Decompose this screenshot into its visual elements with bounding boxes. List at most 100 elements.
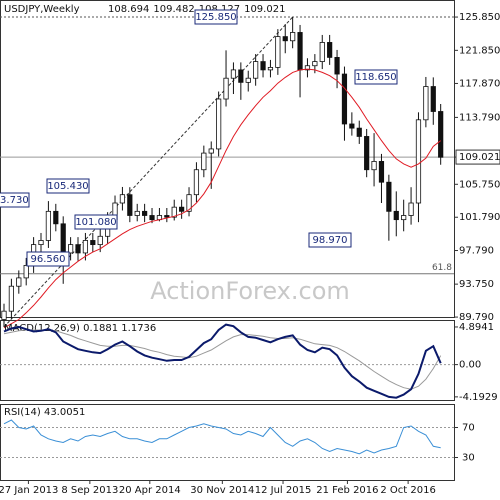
- candle-body: [334, 57, 340, 75]
- candle-body: [290, 32, 296, 42]
- annotation: 98.970: [313, 235, 348, 246]
- candle-body: [415, 119, 422, 204]
- candle-body: [275, 36, 281, 68]
- candle-body: [45, 210, 52, 241]
- candle-body: [164, 215, 170, 218]
- candle-body: [430, 86, 436, 112]
- candle-body: [282, 36, 288, 42]
- annotation-box: [354, 69, 398, 85]
- annotation: 118.650: [355, 72, 396, 83]
- candle-body: [230, 69, 237, 79]
- candle-body: [238, 69, 244, 83]
- candle-body: [119, 194, 126, 204]
- chart-title: USDJPY,Weekly: [4, 4, 80, 15]
- y-tick-label: 121.850: [459, 45, 500, 56]
- annotation-box: [46, 178, 90, 194]
- annotation-box: [194, 9, 238, 25]
- x-tick-label: 27 Jan 2013: [0, 485, 58, 496]
- annotation-box: [308, 232, 352, 248]
- price-box: [455, 149, 500, 165]
- candle-body: [245, 77, 251, 83]
- y-tick-label: 117.870: [459, 78, 500, 89]
- x-tick-label: 8 Sep 2013: [61, 485, 118, 496]
- candle-body: [127, 194, 133, 216]
- macd-line: [3, 323, 442, 399]
- y-tick-label: 89.790: [459, 312, 494, 323]
- y-tick-label: 4.8941: [459, 322, 494, 333]
- candle-body: [364, 136, 370, 171]
- candle-body: [356, 127, 362, 137]
- candle-body: [75, 244, 81, 254]
- y-tick-label: 101.790: [459, 212, 500, 223]
- candle-body: [53, 210, 59, 225]
- candle-body: [408, 202, 414, 216]
- candle-body: [327, 42, 333, 58]
- y-tick-label: 0.00: [459, 360, 481, 371]
- panel-title: RSI(14) 43.0051: [4, 407, 85, 418]
- trendline: [3, 16, 294, 328]
- candle-body: [134, 210, 140, 216]
- y-tick-label: 109.021: [459, 152, 500, 163]
- candle-body: [341, 73, 348, 125]
- y-tick-label: 125.850: [459, 12, 500, 23]
- candle-body: [97, 235, 103, 246]
- annotation: 101.080: [75, 217, 116, 228]
- x-tick-label: 30 Nov 2014: [190, 485, 254, 496]
- y-tick-label: 70: [462, 423, 475, 434]
- x-tick-label: 2 Oct 2016: [380, 485, 435, 496]
- y-tick-label: 113.790: [459, 112, 500, 123]
- panel-title: MACD(12,26,9) 0.1881 1.1736: [4, 323, 156, 334]
- candle-body: [349, 123, 355, 129]
- candle-body: [297, 32, 303, 71]
- candle-body: [68, 244, 74, 254]
- candle-body: [378, 161, 385, 183]
- candle-body: [38, 240, 44, 246]
- fib-label: 61.8: [432, 263, 452, 273]
- annotation-box: [74, 214, 118, 230]
- candle-body: [223, 77, 229, 100]
- annotation-box: [26, 251, 70, 267]
- ohlc-value: 109.482: [153, 4, 194, 15]
- candle-body: [90, 240, 96, 246]
- candle-body: [201, 152, 207, 171]
- x-tick-label: 21 Feb 2016: [316, 485, 378, 496]
- candle-body: [393, 210, 399, 221]
- candle-body: [1, 310, 7, 320]
- moving-average: [3, 68, 442, 329]
- candle-body: [186, 194, 192, 212]
- annotation-box: [0, 192, 30, 208]
- candle-body: [23, 265, 29, 279]
- candle-body: [267, 66, 274, 71]
- macd-line: [3, 329, 442, 390]
- candle-body: [216, 98, 222, 150]
- y-tick-label: 93.750: [459, 279, 494, 290]
- x-tick-label: 12 Jul 2015: [255, 485, 312, 496]
- candle-body: [312, 61, 318, 67]
- candle-body: [438, 111, 444, 158]
- annotation: 103.730: [0, 195, 29, 206]
- candle-body: [208, 148, 214, 154]
- y-tick-label: 30: [462, 453, 475, 464]
- y-tick-label: -4.1929: [459, 392, 498, 403]
- candle-body: [319, 42, 325, 62]
- main-frame: [0, 0, 455, 318]
- annotation: 125.850: [195, 12, 236, 23]
- candle-body: [386, 181, 392, 212]
- candle-body: [60, 223, 66, 254]
- ohlc-value: 108.694: [108, 4, 149, 15]
- annotation: 96.560: [31, 254, 66, 265]
- candle-body: [423, 86, 429, 121]
- candle-body: [371, 161, 377, 171]
- candle-body: [16, 277, 22, 287]
- candle-body: [149, 215, 155, 221]
- x-tick-label: 20 Apr 2014: [119, 485, 181, 496]
- candle-body: [304, 65, 311, 71]
- candle-body: [193, 169, 200, 196]
- y-tick-label: 97.790: [459, 246, 494, 257]
- candle-body: [8, 285, 14, 312]
- candle-body: [171, 206, 177, 218]
- rsi-frame: [0, 404, 455, 481]
- candle-body: [253, 61, 259, 79]
- watermark: ActionForex.com: [150, 277, 350, 305]
